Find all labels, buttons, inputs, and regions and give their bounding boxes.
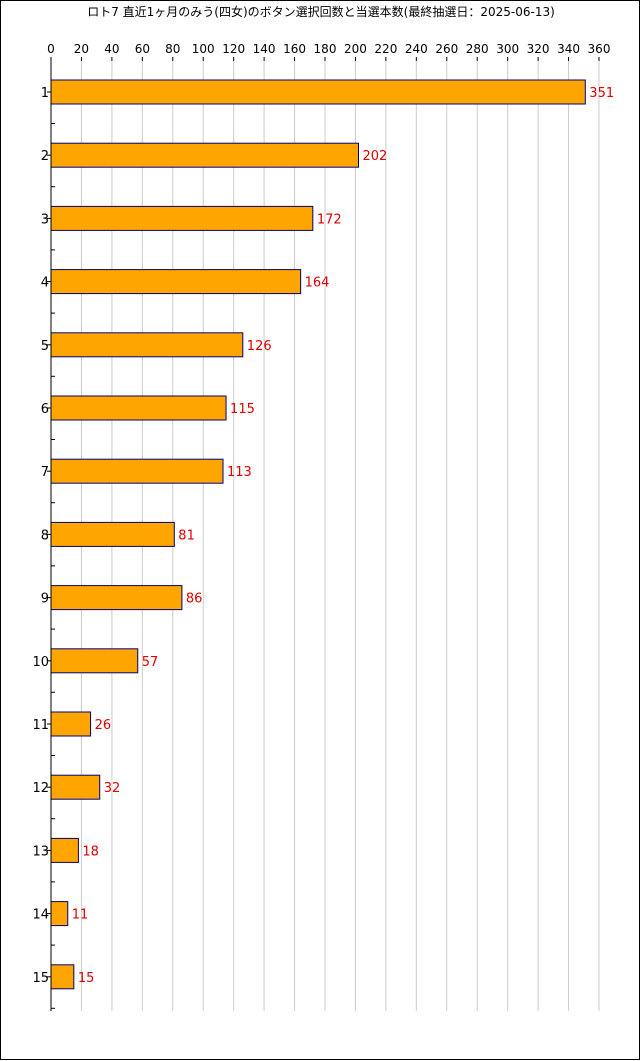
x-tick-label-180: 180 (314, 42, 337, 56)
x-tick-label-200: 200 (344, 42, 367, 56)
x-tick-label-240: 240 (405, 42, 428, 56)
chart-title: ロト7 直近1ヶ月のみう(四女)のボタン選択回数と当選本数(最終抽選日：2025… (87, 4, 555, 19)
y-tick-label-6: 6 (41, 402, 49, 417)
bar-14 (50, 901, 69, 927)
data-label-13: 18 (82, 844, 99, 859)
y-tick-label-5: 5 (41, 339, 49, 354)
bar-15 (50, 964, 75, 990)
bar-3 (50, 205, 314, 231)
x-tick-label-0: 0 (47, 42, 55, 56)
data-label-4: 164 (305, 276, 330, 291)
y-tick-label-9: 9 (41, 592, 49, 607)
bar-1 (50, 79, 586, 105)
data-label-3: 172 (317, 212, 342, 227)
x-tick-label-300: 300 (496, 42, 519, 56)
bars (50, 79, 586, 990)
data-label-11: 26 (95, 718, 112, 733)
data-label-14: 11 (72, 908, 89, 923)
data-label-15: 15 (78, 971, 95, 986)
axes (47, 57, 600, 1011)
y-tick-label-15: 15 (32, 971, 49, 986)
data-label-10: 57 (142, 655, 159, 670)
y-tick-label-4: 4 (41, 276, 49, 291)
x-tick-label-120: 120 (222, 42, 245, 56)
y-tick-label-14: 14 (32, 908, 49, 923)
x-tick-label-260: 260 (435, 42, 458, 56)
y-tick-label-12: 12 (32, 781, 49, 796)
x-tick-label-20: 20 (74, 42, 89, 56)
y-tick-label-2: 2 (41, 149, 49, 164)
data-label-8: 81 (178, 528, 195, 543)
data-label-5: 126 (247, 339, 272, 354)
y-tick-label-1: 1 (41, 86, 49, 101)
y-tick-label-8: 8 (41, 528, 49, 543)
x-tick-label-100: 100 (192, 42, 215, 56)
x-tick-label-220: 220 (374, 42, 397, 56)
data-label-6: 115 (230, 402, 255, 417)
bar-6 (50, 395, 227, 421)
x-tick-label-160: 160 (283, 42, 306, 56)
x-tick-label-320: 320 (527, 42, 550, 56)
x-tick-label-340: 340 (557, 42, 580, 56)
x-axis-ticks: 0 20 40 60 80 100 120 140 160 180 200 220 240 260 280 3… (47, 42, 610, 56)
y-tick-label-10: 10 (32, 655, 49, 670)
x-tick-label-280: 280 (466, 42, 489, 56)
data-label-12: 32 (104, 781, 121, 796)
bar-13 (50, 837, 79, 863)
bar-5 (50, 332, 244, 358)
bar-12 (50, 774, 101, 800)
y-tick-label-3: 3 (41, 212, 49, 227)
bar-8 (50, 521, 175, 547)
bar-7 (50, 458, 224, 484)
bar-11 (50, 711, 92, 737)
bar-4 (50, 269, 302, 295)
data-label-1: 351 (589, 86, 614, 101)
data-label-2: 202 (362, 149, 387, 164)
bar-2 (50, 142, 359, 168)
data-label-9: 86 (186, 592, 203, 607)
data-labels: 351 202 172 164 126 115 113 81 86 57 26 32 18 11 15 (72, 86, 614, 986)
y-tick-label-7: 7 (41, 465, 49, 480)
x-tick-label-80: 80 (165, 42, 180, 56)
y-tick-label-11: 11 (32, 718, 49, 733)
bar-9 (50, 585, 183, 611)
x-tick-label-140: 140 (253, 42, 276, 56)
data-label-7: 113 (227, 465, 252, 480)
bar-10 (50, 648, 139, 674)
x-tick-label-60: 60 (135, 42, 150, 56)
x-tick-label-40: 40 (104, 42, 119, 56)
x-tick-label-360: 360 (588, 42, 611, 56)
y-tick-label-13: 13 (32, 844, 49, 859)
